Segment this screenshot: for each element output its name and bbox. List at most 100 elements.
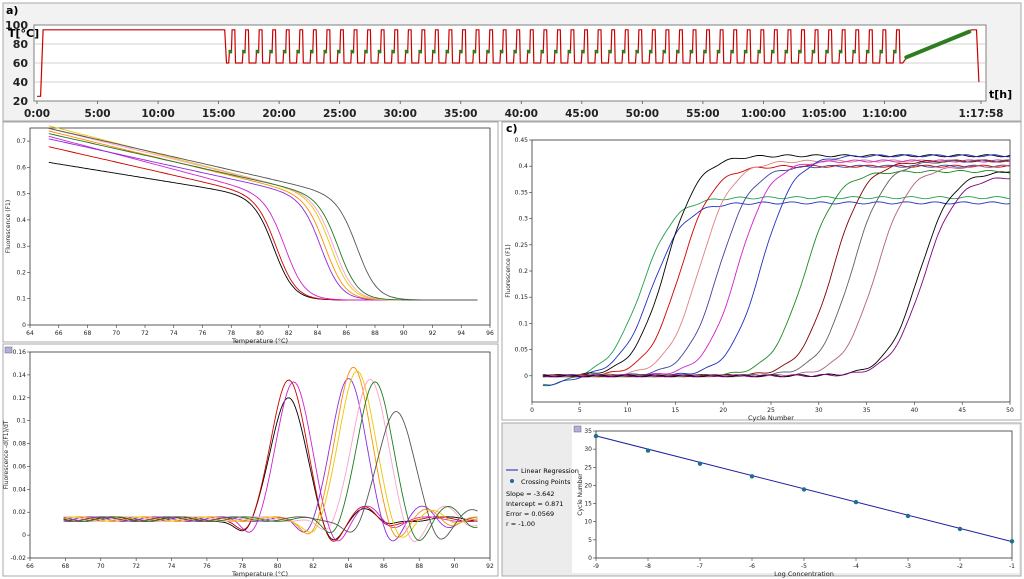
acquisition-marker xyxy=(513,49,517,54)
crossing-point xyxy=(593,433,599,439)
acquisition-marker xyxy=(282,49,287,54)
plot-area xyxy=(29,127,491,326)
acquisition-marker xyxy=(798,49,802,54)
x-tick-label: 76 xyxy=(199,330,207,337)
chart-corner-icon xyxy=(4,346,13,354)
x-tick-label: 90 xyxy=(451,563,459,570)
y-tick-label: 0.16 xyxy=(13,349,27,356)
acquisition-marker xyxy=(228,49,233,54)
y-tick-label: 0.5 xyxy=(16,191,26,198)
y-tick-label: 0.2 xyxy=(16,269,26,276)
x-tick-label: 45 xyxy=(958,407,966,414)
acquisition-marker xyxy=(364,49,368,54)
stat-error: Error = 0.0569 xyxy=(506,510,554,518)
panel-a-x-ticks: 0:00 5:00 10:00 15:00 20:00 25:00 30:00 35:00 40… xyxy=(24,101,1003,120)
acquisition-marker xyxy=(743,49,748,54)
x-tick-label: 50:00 xyxy=(626,108,659,120)
acquisition-marker xyxy=(676,49,680,54)
legend-crossing-points: Crossing Points xyxy=(521,478,571,486)
acquisition-marker xyxy=(852,49,856,54)
x-tick-label: 10 xyxy=(624,407,632,414)
x-tick-label: 86 xyxy=(380,563,388,570)
y-tick-label: 0.06 xyxy=(13,463,27,470)
x-tick-label: 86 xyxy=(342,330,350,337)
y-tick-label: 0.7 xyxy=(16,138,26,145)
x-axis-label: Cycle Number xyxy=(748,414,794,422)
acquisition-marker xyxy=(553,49,558,54)
x-tick-label: 96 xyxy=(486,330,494,337)
x-tick-label: 82 xyxy=(285,330,293,337)
acquisition-marker xyxy=(730,49,734,54)
y-tick-label: 35 xyxy=(584,428,592,435)
stat-slope: Slope = -3.642 xyxy=(506,490,555,498)
acquisition-marker xyxy=(431,49,436,54)
x-tick-label: 50 xyxy=(1006,407,1014,414)
x-tick-label: 76 xyxy=(203,563,211,570)
x-tick-label: 40:00 xyxy=(505,108,538,120)
x-tick-label: -9 xyxy=(593,563,599,570)
x-tick-label: 15 xyxy=(672,407,680,414)
y-tick-label: 10 xyxy=(584,519,592,526)
acquisition-marker xyxy=(662,49,667,54)
acquisition-marker xyxy=(269,49,273,54)
x-tick-label: 1:10:00 xyxy=(862,108,907,120)
x-tick-label: 25 xyxy=(767,407,775,414)
x-tick-label: 68 xyxy=(62,563,70,570)
x-tick-label: 80 xyxy=(274,563,282,570)
y-tick-label: 0.25 xyxy=(515,242,529,249)
y-tick-label: 0.35 xyxy=(515,189,529,196)
y-tick-label: 0.14 xyxy=(13,372,27,379)
x-tick-label: 92 xyxy=(486,563,494,570)
x-tick-label: 80 xyxy=(256,330,264,337)
x-tick-label: 35 xyxy=(863,407,871,414)
y-axis-label: Cycle Number xyxy=(577,473,584,516)
acquisition-marker xyxy=(757,49,762,54)
x-tick-label: 66 xyxy=(26,563,34,570)
x-tick-label: -2 xyxy=(957,563,963,570)
x-tick-label: -7 xyxy=(697,563,703,570)
x-tick-label: -5 xyxy=(801,563,807,570)
x-tick-label: 20 xyxy=(719,407,727,414)
amplification-curve-s2 xyxy=(542,201,1011,387)
acquisition-marker xyxy=(581,49,585,54)
y-axis-label: Fluorescence (F1) xyxy=(5,200,12,253)
y-tick-label: 20 xyxy=(13,95,29,108)
x-tick-label: 20:00 xyxy=(262,108,295,120)
x-tick-label: 88 xyxy=(371,330,379,337)
x-tick-label: 72 xyxy=(132,563,140,570)
acquisition-marker xyxy=(323,49,328,54)
crossing-point xyxy=(957,526,963,532)
y-tick-label: 0.05 xyxy=(515,347,529,354)
acquisition-marker xyxy=(879,49,884,54)
y-tick-label: -0.02 xyxy=(10,555,26,562)
derivative-curve-s9 xyxy=(63,411,478,540)
x-tick-label: 1:05:00 xyxy=(802,108,847,120)
x-tick-label: 35:00 xyxy=(444,108,477,120)
x-tick-label: -8 xyxy=(645,563,651,570)
panel-a-xlabel: t[h] xyxy=(989,88,1012,101)
y-tick-label: 20 xyxy=(584,482,592,489)
panel-a-ylabel: T[°C] xyxy=(8,27,39,40)
x-tick-label: 84 xyxy=(314,330,322,337)
acquisition-marker xyxy=(865,49,870,54)
x-tick-label: 25:00 xyxy=(323,108,356,120)
acquisition-marker xyxy=(255,49,260,54)
x-tick-label: 5 xyxy=(578,407,582,414)
x-tick-label: 70 xyxy=(112,330,120,337)
acquisition-marker xyxy=(526,49,531,54)
acquisition-marker xyxy=(594,49,599,54)
acquisition-marker xyxy=(350,49,355,54)
amplification-curve-s12 xyxy=(542,164,1011,378)
y-tick-label: 0.3 xyxy=(518,216,528,223)
plot-area xyxy=(595,430,1013,559)
x-tick-label: 5:00 xyxy=(84,108,110,120)
x-tick-label: 70 xyxy=(97,563,105,570)
x-tick-label: 72 xyxy=(141,330,149,337)
x-tick-label: 74 xyxy=(168,563,176,570)
acquisition-marker xyxy=(459,49,463,54)
standard-curve-chart: -9 -8 -7 -6 -5 -4 -3 -2 -1 0 5 10 15 20 25 30 35 Log Conc… xyxy=(577,428,1015,578)
y-tick-label: 0 xyxy=(588,555,592,562)
melt-curve-s8 xyxy=(48,133,478,301)
x-tick-label: 30:00 xyxy=(383,108,416,120)
